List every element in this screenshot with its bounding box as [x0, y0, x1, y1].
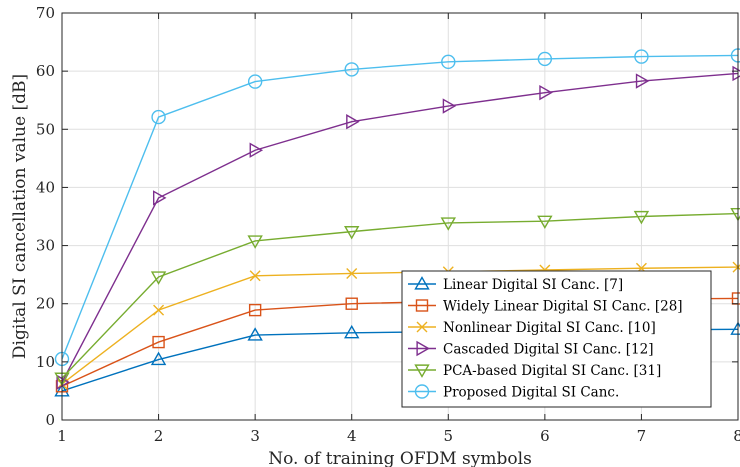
legend-marker-5 [414, 384, 430, 399]
data-point-5-1 [151, 109, 166, 125]
data-point-3-6 [635, 73, 650, 89]
y-tick-label: 60 [36, 62, 55, 80]
x-tick-label: 2 [154, 427, 164, 445]
series-line-2 [61, 266, 739, 385]
axis-ticks: 1 2 3 4 5 6 7 8 0 10 20 30 40 50 60 70 [36, 4, 740, 445]
x-tick-label: 6 [540, 427, 550, 445]
x-axis-label: No. of training OFDM symbols [268, 449, 532, 467]
y-axis-label: Digital SI cancellation value [dB] [10, 74, 30, 359]
data-point-3-5 [539, 84, 553, 101]
data-point-4-3 [344, 226, 360, 240]
series-3 [56, 65, 740, 390]
y-tick-label: 70 [36, 4, 55, 22]
legend-item-2: Nonlinear Digital SI Canc. [10] [408, 320, 656, 336]
legend-label: Linear Digital SI Canc. [7] [443, 277, 623, 293]
data-point-1-3 [345, 297, 358, 310]
data-point-1-2 [248, 303, 262, 317]
series-layer [54, 48, 740, 397]
x-tick-label: 5 [444, 427, 454, 445]
data-point-4-1 [150, 271, 167, 285]
data-point-2-1 [153, 304, 165, 316]
series-4 [54, 208, 740, 387]
data-point-2-2 [249, 270, 261, 282]
y-tick-label: 50 [36, 120, 55, 138]
data-point-5-5 [537, 51, 553, 67]
legend-label: Proposed Digital SI Canc. [443, 385, 619, 401]
legend-marker-0 [414, 276, 430, 290]
series-line-4 [61, 212, 739, 379]
x-tick-label: 3 [250, 427, 260, 445]
y-tick-label: 10 [36, 353, 55, 371]
data-point-4-5 [537, 215, 553, 230]
legend-box [401, 270, 712, 408]
data-point-1-1 [152, 335, 165, 349]
series-line-5 [61, 54, 739, 360]
data-point-0-3 [344, 324, 360, 339]
legend-item-0: Linear Digital SI Canc. [7] [408, 276, 623, 293]
legend-label: PCA-based Digital SI Canc. [31] [443, 363, 661, 379]
legend-marker-4 [414, 364, 430, 378]
data-point-0-1 [150, 351, 167, 366]
y-tick-label: 20 [36, 295, 55, 313]
legend-label: Widely Linear Digital SI Canc. [28] [443, 299, 683, 315]
y-tick-label: 0 [45, 411, 55, 429]
data-point-4-6 [633, 210, 650, 225]
data-point-5-2 [247, 74, 263, 89]
legend: Linear Digital SI Canc. [7] Widely Linear… [401, 270, 712, 408]
data-point-3-2 [249, 142, 264, 158]
data-point-0-2 [247, 327, 263, 341]
data-point-3-0 [56, 374, 70, 390]
data-point-3-3 [346, 114, 360, 130]
plot-frame [61, 12, 739, 421]
legend-item-5: Proposed Digital SI Canc. [408, 384, 619, 401]
data-point-5-4 [441, 54, 456, 70]
data-point-5-6 [634, 49, 649, 64]
legend-item-1: Widely Linear Digital SI Canc. [28] [408, 299, 683, 315]
x-tick-label: 7 [637, 427, 647, 445]
x-tick-label: 8 [733, 427, 740, 445]
legend-item-3: Cascaded Digital SI Canc. [12] [408, 340, 653, 358]
legend-label: Nonlinear Digital SI Canc. [10] [443, 320, 656, 336]
legend-item-4: PCA-based Digital SI Canc. [31] [408, 363, 661, 379]
y-tick-label: 30 [36, 237, 55, 255]
legend-label: Cascaded Digital SI Canc. [12] [443, 342, 653, 358]
data-point-4-4 [440, 217, 456, 231]
data-point-5-3 [344, 62, 359, 77]
data-point-3-4 [442, 98, 457, 114]
data-point-3-7 [732, 65, 740, 82]
legend-marker-2 [416, 321, 428, 333]
data-point-2-3 [346, 267, 358, 279]
series-line-3 [61, 72, 739, 383]
x-tick-label: 4 [347, 427, 357, 445]
x-tick-label: 1 [57, 427, 67, 445]
legend-marker-3 [416, 340, 430, 357]
y-tick-label: 40 [36, 178, 55, 196]
legend-marker-1 [415, 299, 429, 312]
data-point-3-1 [152, 190, 167, 206]
data-point-4-2 [247, 235, 263, 249]
